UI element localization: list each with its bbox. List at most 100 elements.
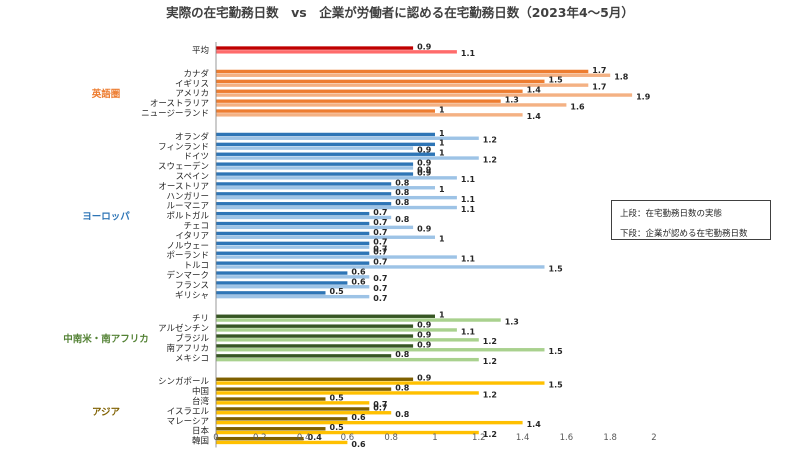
bar-actual <box>216 324 414 328</box>
value-label-actual: 0.6 <box>351 277 366 286</box>
value-label-allowed: 1 <box>439 235 445 244</box>
value-label-actual: 0.8 <box>395 350 410 359</box>
group-label: 英語圏 <box>92 88 121 100</box>
bar-actual <box>216 407 370 411</box>
value-label-allowed: 1.5 <box>549 264 564 273</box>
bar-allowed <box>216 357 479 362</box>
value-label-allowed: 1.2 <box>483 337 497 346</box>
legend-allowed-label: 下段：企業が認める在宅勤務日数 <box>620 229 748 239</box>
bar-allowed <box>216 381 545 385</box>
value-label-actual: 0.9 <box>417 330 432 339</box>
value-label-actual: 0.8 <box>395 198 410 207</box>
value-label-allowed: 1.2 <box>483 357 497 366</box>
bar-actual <box>216 172 414 176</box>
category-label: 平均 <box>192 45 209 56</box>
value-label-allowed: 1.2 <box>483 390 497 399</box>
category-label: オランダ <box>175 131 210 142</box>
bar-actual <box>216 334 414 338</box>
bar-allowed <box>216 73 611 77</box>
category-label: アルゼンチン <box>158 323 209 334</box>
value-label-allowed: 0.9 <box>417 165 432 174</box>
value-label-allowed: 0.8 <box>395 410 410 419</box>
group-label: 中南米・南アフリカ <box>63 333 149 345</box>
bar-allowed <box>216 275 370 279</box>
category-label: ブラジル <box>175 333 209 344</box>
bar-actual <box>216 314 435 318</box>
value-label-actual: 1 <box>439 139 445 148</box>
bar-allowed <box>216 93 633 97</box>
bar-allowed <box>216 205 457 210</box>
x-tick-label: 0.2 <box>253 433 267 443</box>
value-label-actual: 0.6 <box>351 413 366 422</box>
bar-actual <box>216 417 348 421</box>
value-label-actual: 0.7 <box>373 218 387 227</box>
bar-actual <box>216 271 348 275</box>
value-label-allowed: 1.1 <box>461 205 476 214</box>
bar-allowed <box>216 411 392 415</box>
value-label-allowed: 1.5 <box>549 380 564 389</box>
value-label-actual: 0.5 <box>330 287 345 296</box>
category-label: 中国 <box>192 386 209 397</box>
bar-allowed <box>216 103 567 107</box>
bar-actual <box>216 79 545 84</box>
x-tick-label: 2 <box>651 433 656 443</box>
category-label: メキシコ <box>175 354 209 364</box>
value-label-actual: 0.9 <box>417 340 432 349</box>
bar-allowed <box>216 156 479 160</box>
value-label-actual: 0.4 <box>308 433 323 442</box>
value-label-actual: 0.6 <box>351 267 366 276</box>
value-label-allowed: 1.2 <box>483 136 497 145</box>
value-label-actual: 0.9 <box>417 320 432 329</box>
category-label: ポーランド <box>166 251 209 261</box>
bar-allowed <box>216 215 392 220</box>
bar-allowed <box>216 318 501 322</box>
bar-allowed <box>216 391 479 395</box>
bar-allowed <box>216 430 479 435</box>
category-label: 韓国 <box>192 436 209 447</box>
bar-allowed <box>216 195 457 200</box>
category-label: スウェーデン <box>158 161 209 172</box>
value-label-allowed: 1.1 <box>461 254 476 263</box>
category-label: チェコ <box>183 221 209 231</box>
x-tick-label: 0.8 <box>384 433 398 443</box>
value-label-allowed: 1.1 <box>461 175 476 184</box>
value-label-actual: 0.9 <box>417 158 432 167</box>
category-label: ギリシャ <box>175 291 209 301</box>
value-label-allowed: 0.8 <box>395 215 410 224</box>
bar-actual <box>216 109 435 113</box>
value-label-actual: 1.3 <box>505 95 519 104</box>
bar-actual <box>216 162 414 166</box>
bar-allowed <box>216 294 370 299</box>
value-label-actual: 1 <box>439 105 445 114</box>
bar-allowed <box>216 176 457 180</box>
x-tick-label: 0 <box>213 433 218 443</box>
value-label-allowed: 1.4 <box>527 420 542 429</box>
bar-actual <box>216 281 348 285</box>
bar-actual <box>216 69 589 74</box>
bar-allowed <box>216 113 523 117</box>
value-label-allowed: 1.3 <box>505 317 519 326</box>
x-tick-label: 1.4 <box>516 433 530 443</box>
value-label-allowed: 0.7 <box>373 400 387 409</box>
bar-allowed <box>216 235 435 239</box>
value-label-allowed: 1.1 <box>461 49 476 58</box>
bar-allowed <box>216 328 457 332</box>
value-label-actual: 0.7 <box>373 248 387 257</box>
x-tick-label: 1.8 <box>603 433 617 443</box>
value-label-allowed: 0.9 <box>417 225 432 234</box>
legend-box: 上段：在宅勤務日数の実態 下段：企業が認める在宅勤務日数 <box>611 200 771 240</box>
value-label-actual: 0.8 <box>395 383 410 392</box>
value-label-actual: 0.7 <box>373 403 387 412</box>
bar-actual <box>216 436 304 441</box>
bar-allowed <box>216 348 545 352</box>
value-label-allowed: 1 <box>439 185 445 194</box>
bar-actual <box>216 46 414 50</box>
x-tick-label: 1.2 <box>472 433 486 443</box>
value-label-actual: 1.7 <box>592 66 606 75</box>
bar-actual <box>216 291 326 295</box>
bar-actual <box>216 89 523 93</box>
category-label: ポルトガル <box>166 211 209 222</box>
bar-actual <box>216 427 326 431</box>
category-label: イタリア <box>175 231 209 241</box>
bar-allowed <box>216 401 370 405</box>
